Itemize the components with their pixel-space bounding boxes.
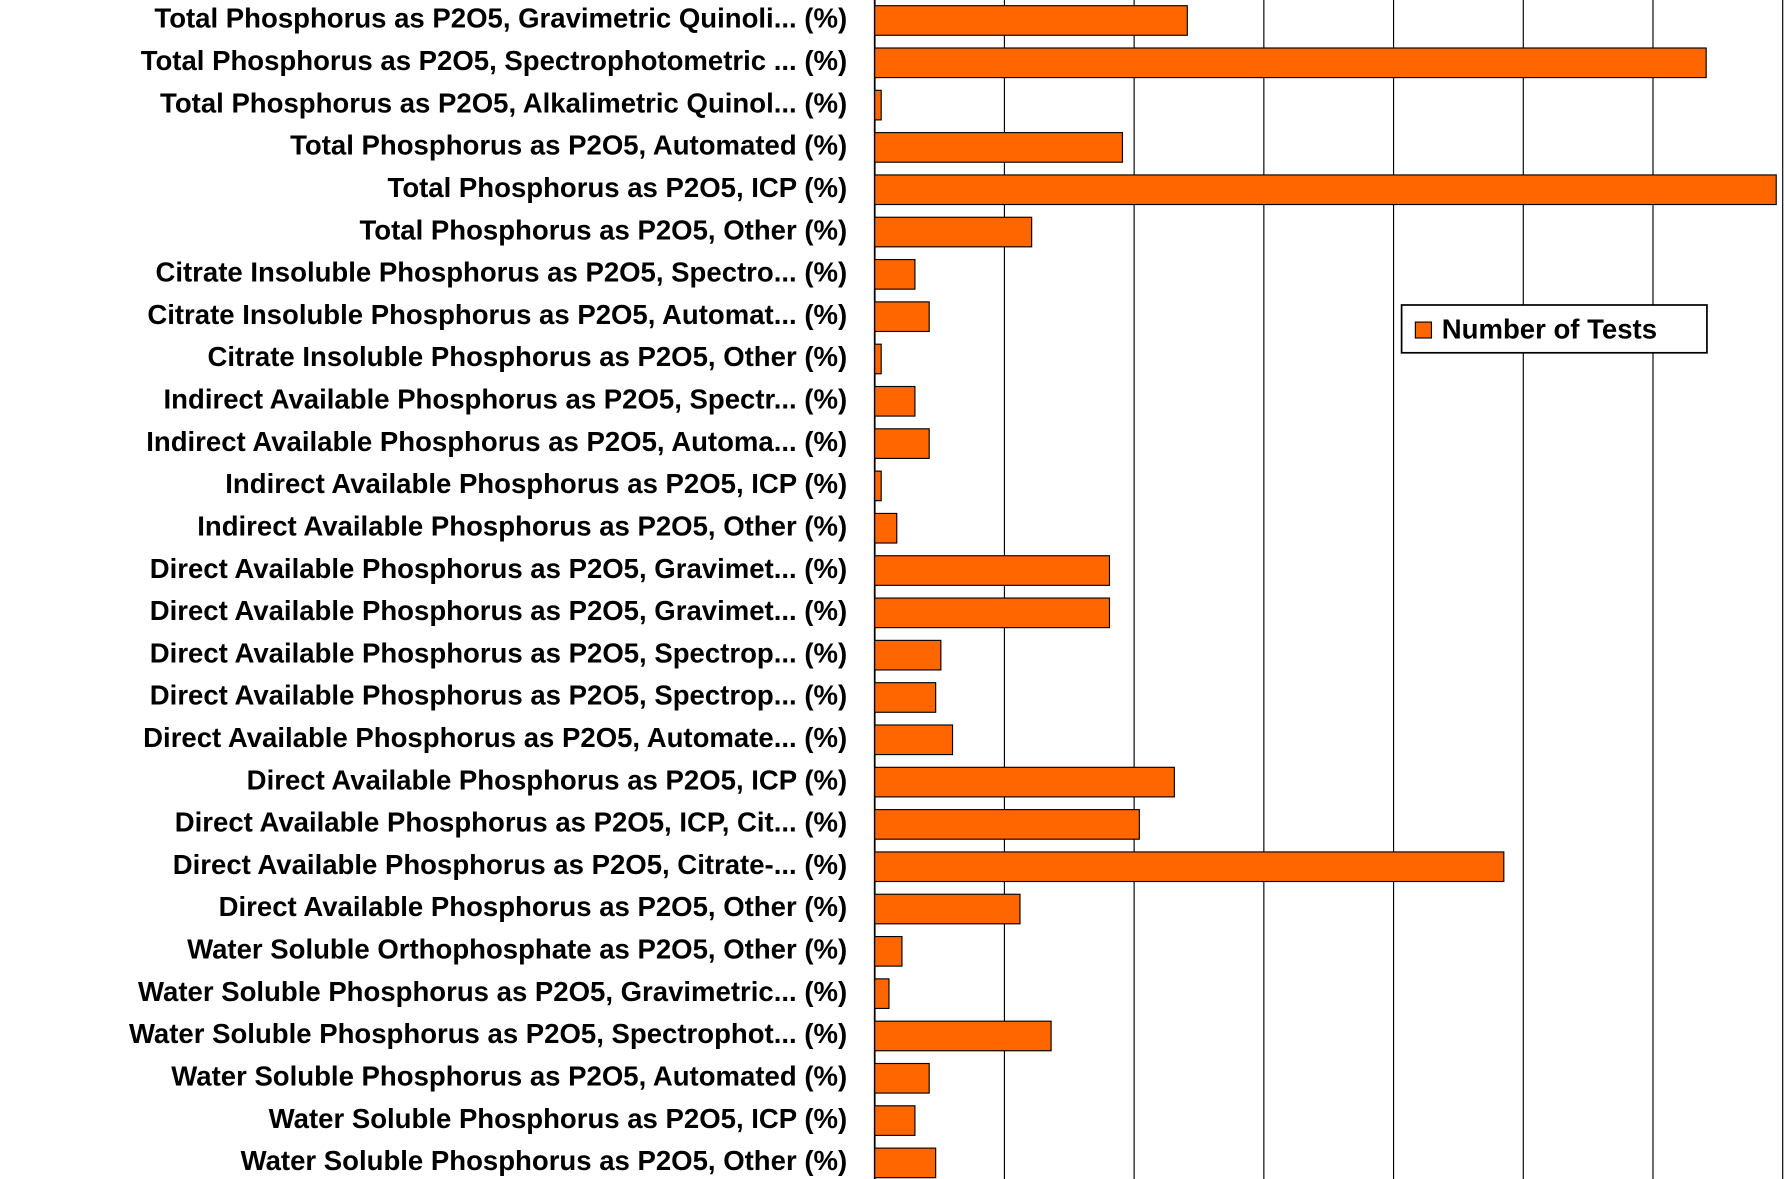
bar <box>874 174 1777 206</box>
y-tick-label: Direct Available Phosphorus as P2O5, Aut… <box>143 722 847 753</box>
y-tick-label: Water Soluble Phosphorus as P2O5, Spectr… <box>129 1018 847 1049</box>
bar <box>874 301 930 333</box>
y-tick-label: Water Soluble Phosphorus as P2O5, ICP (%… <box>269 1103 847 1134</box>
bar <box>874 809 1140 840</box>
y-tick-label: Direct Available Phosphorus as P2O5, Cit… <box>173 849 847 880</box>
y-tick-label: Direct Available Phosphorus as P2O5, Gra… <box>150 553 847 584</box>
bar <box>874 385 916 417</box>
y-tick-label: Total Phosphorus as P2O5, ICP (%) <box>388 172 848 203</box>
bar <box>874 724 954 756</box>
bar <box>874 639 942 671</box>
y-tick-label: Citrate Insoluble Phosphorus as P2O5, Sp… <box>155 257 847 288</box>
bar <box>874 5 1188 36</box>
y-tick-label: Total Phosphorus as P2O5, Spectrophotome… <box>141 45 847 76</box>
y-tick-label: Direct Available Phosphorus as P2O5, Oth… <box>219 891 848 922</box>
y-tick-label: Water Soluble Orthophosphate as P2O5, Ot… <box>187 934 847 965</box>
bar <box>874 682 937 713</box>
bar <box>874 1062 930 1094</box>
y-tick-label: Citrate Insoluble Phosphorus as P2O5, Au… <box>147 299 847 330</box>
y-tick-label: Direct Available Phosphorus as P2O5, Gra… <box>150 595 847 626</box>
bar <box>874 216 1033 248</box>
bar <box>874 1020 1052 1052</box>
y-tick-label: Direct Available Phosphorus as P2O5, ICP… <box>247 764 847 795</box>
bar <box>874 470 882 502</box>
y-tick-label: Direct Available Phosphorus as P2O5, Spe… <box>150 680 847 711</box>
y-tick-label: Indirect Available Phosphorus as P2O5, I… <box>225 468 847 499</box>
bar <box>874 597 1111 629</box>
legend-box <box>1400 304 1708 354</box>
bar <box>874 428 930 459</box>
bar <box>874 1105 916 1136</box>
bar <box>874 343 882 375</box>
legend-label: Number of Tests <box>1442 313 1657 344</box>
legend: Number of Tests <box>1400 304 1708 354</box>
bar <box>874 851 1505 883</box>
y-tick-label: Direct Available Phosphorus as P2O5, Spe… <box>150 637 847 668</box>
bar <box>874 258 916 290</box>
y-tick-label: Total Phosphorus as P2O5, Other (%) <box>360 214 848 245</box>
legend-swatch <box>1414 321 1433 339</box>
bar <box>874 935 903 967</box>
bar <box>874 766 1175 798</box>
bar <box>874 1147 937 1179</box>
bar <box>874 512 898 544</box>
y-tick-label: Indirect Available Phosphorus as P2O5, A… <box>146 426 847 457</box>
y-tick-label: Water Soluble Phosphorus as P2O5, Automa… <box>171 1061 847 1092</box>
y-tick-label: Water Soluble Phosphorus as P2O5, Other … <box>241 1145 848 1176</box>
bar <box>874 893 1021 925</box>
y-tick-label: Total Phosphorus as P2O5, Gravimetric Qu… <box>154 3 847 34</box>
y-tick-label: Water Soluble Phosphorus as P2O5, Gravim… <box>138 976 847 1007</box>
bar <box>874 89 882 121</box>
bar <box>874 132 1124 163</box>
y-tick-label: Direct Available Phosphorus as P2O5, ICP… <box>175 807 847 838</box>
y-tick-label: Total Phosphorus as P2O5, Automated (%) <box>290 130 847 161</box>
y-tick-label: Citrate Insoluble Phosphorus as P2O5, Ot… <box>207 341 847 372</box>
y-tick-label: Indirect Available Phosphorus as P2O5, O… <box>197 511 847 542</box>
bar <box>874 978 890 1010</box>
bar <box>874 555 1111 586</box>
y-tick-label: Total Phosphorus as P2O5, Alkalimetric Q… <box>160 87 847 118</box>
y-tick-label: Indirect Available Phosphorus as P2O5, S… <box>164 384 848 415</box>
bar <box>874 47 1707 79</box>
